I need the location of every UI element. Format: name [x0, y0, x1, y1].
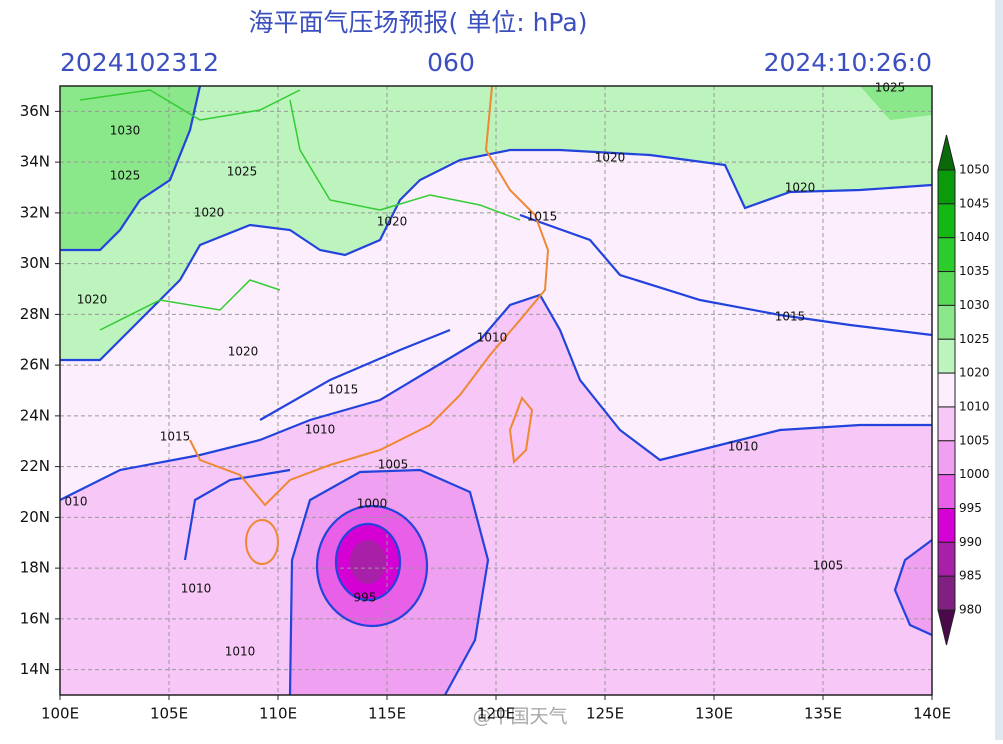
- colorbar-label: 1050: [959, 163, 990, 177]
- contour-label: 1020: [77, 293, 108, 307]
- colorbar-box: [937, 338, 956, 374]
- x-tick-label: 100E: [41, 705, 79, 723]
- colorbar-label: 1045: [959, 196, 990, 210]
- colorbar-box: [937, 474, 956, 509]
- colorbar-box: [937, 541, 956, 577]
- contour-labels: 1030 1025 1025 1020 1020 1020 1020 1015 1020 1020…: [65, 81, 906, 659]
- y-tick-label: 16N: [20, 609, 50, 627]
- colorbar: 1050 1045 1040 1035 1030 1025 1020 1010 1005 1000…: [937, 134, 990, 646]
- grid: [55, 86, 933, 700]
- colorbar-label: 995: [959, 501, 982, 515]
- contour-label: 1010: [181, 582, 212, 596]
- forecast-hour: 060: [427, 48, 475, 77]
- contour-label: 1020: [595, 151, 626, 165]
- colorbar-label: 1030: [959, 298, 990, 312]
- colorbar-label: 990: [959, 535, 982, 549]
- contour-label: 1005: [378, 458, 409, 472]
- colorbar-box: [937, 237, 956, 273]
- title: 海平面气压场预报( 单位: hPa): [249, 8, 588, 37]
- coastline: [189, 85, 550, 565]
- colorbar-box: [937, 372, 956, 408]
- colorbar-box: [937, 169, 956, 205]
- x-tick-label: 115E: [368, 705, 406, 723]
- contour-label: 1020: [228, 345, 259, 359]
- contour-label: 995: [354, 591, 377, 605]
- contour-label: 1010: [728, 440, 759, 454]
- y-tick-label: 14N: [20, 660, 50, 678]
- contour-label: 1020: [377, 215, 408, 229]
- x-tick-label: 140E: [913, 705, 951, 723]
- colorbar-label: 1035: [959, 264, 990, 278]
- contour-label: 1010: [305, 423, 336, 437]
- x-tick-label: 105E: [150, 705, 188, 723]
- isobars: [59, 85, 933, 696]
- contour-label: 1015: [160, 430, 191, 444]
- colorbar-cap: [937, 609, 956, 646]
- contour-label: 1030: [110, 124, 141, 138]
- edge: [995, 0, 1003, 740]
- contour-label: 1010: [477, 331, 508, 345]
- colorbar-box: [937, 271, 956, 306]
- colorbar-box: [937, 406, 956, 442]
- y-tick-label: 22N: [20, 457, 50, 475]
- colorbar-label: 980: [959, 603, 982, 617]
- province-lines: [79, 89, 521, 331]
- contour-label: 010: [65, 495, 88, 509]
- contour-label: 1025: [110, 169, 141, 183]
- contour-label: 1005: [813, 559, 844, 573]
- contour-label: 1015: [328, 383, 359, 397]
- colorbar-label: 1025: [959, 332, 990, 346]
- x-tick-label: 120E: [477, 705, 515, 723]
- contour-label: 1015: [775, 310, 806, 324]
- colorbar-box: [937, 304, 956, 340]
- x-tick-label: 135E: [804, 705, 842, 723]
- x-tick-label: 110E: [259, 705, 297, 723]
- y-tick-label: 32N: [20, 203, 50, 221]
- frame: [59, 85, 933, 696]
- y-tick-label: 24N: [20, 406, 50, 424]
- colorbar-label: 1000: [959, 467, 990, 481]
- contour-label: 1025: [227, 165, 258, 179]
- colorbar-box: [937, 203, 956, 239]
- contour-label: 1020: [194, 206, 225, 220]
- contour-label: 1015: [527, 210, 558, 224]
- colorbar-box: [937, 440, 956, 476]
- colorbar-box: [937, 575, 956, 611]
- y-tick-label: 30N: [20, 254, 50, 272]
- valid-time: 2024:10:26:0: [764, 48, 932, 77]
- y-tick-label: 34N: [20, 153, 50, 171]
- colorbar-label: 1005: [959, 433, 990, 447]
- watermark: @中国天气: [472, 706, 567, 728]
- colorbar-cap: [937, 134, 956, 171]
- y-tick-label: 20N: [20, 508, 50, 526]
- y-tick-label: 36N: [20, 102, 50, 120]
- contour-label: 1025: [875, 81, 906, 95]
- x-tick-label: 125E: [586, 705, 624, 723]
- y-tick-label: 28N: [20, 305, 50, 323]
- colorbar-label: 1010: [959, 399, 990, 413]
- colorbar-label: 985: [959, 569, 982, 583]
- colorbar-box: [937, 508, 956, 543]
- y-tick-label: 18N: [20, 559, 50, 577]
- x-tick-label: 130E: [695, 705, 733, 723]
- contour-label: 1020: [785, 181, 816, 195]
- y-tick-label: 26N: [20, 356, 50, 374]
- run-time: 2024102312: [60, 48, 219, 77]
- colorbar-label: 1040: [959, 230, 990, 244]
- contour-label: 1000: [357, 497, 388, 511]
- contour-label: 1010: [225, 645, 256, 659]
- colorbar-label: 1020: [959, 366, 990, 380]
